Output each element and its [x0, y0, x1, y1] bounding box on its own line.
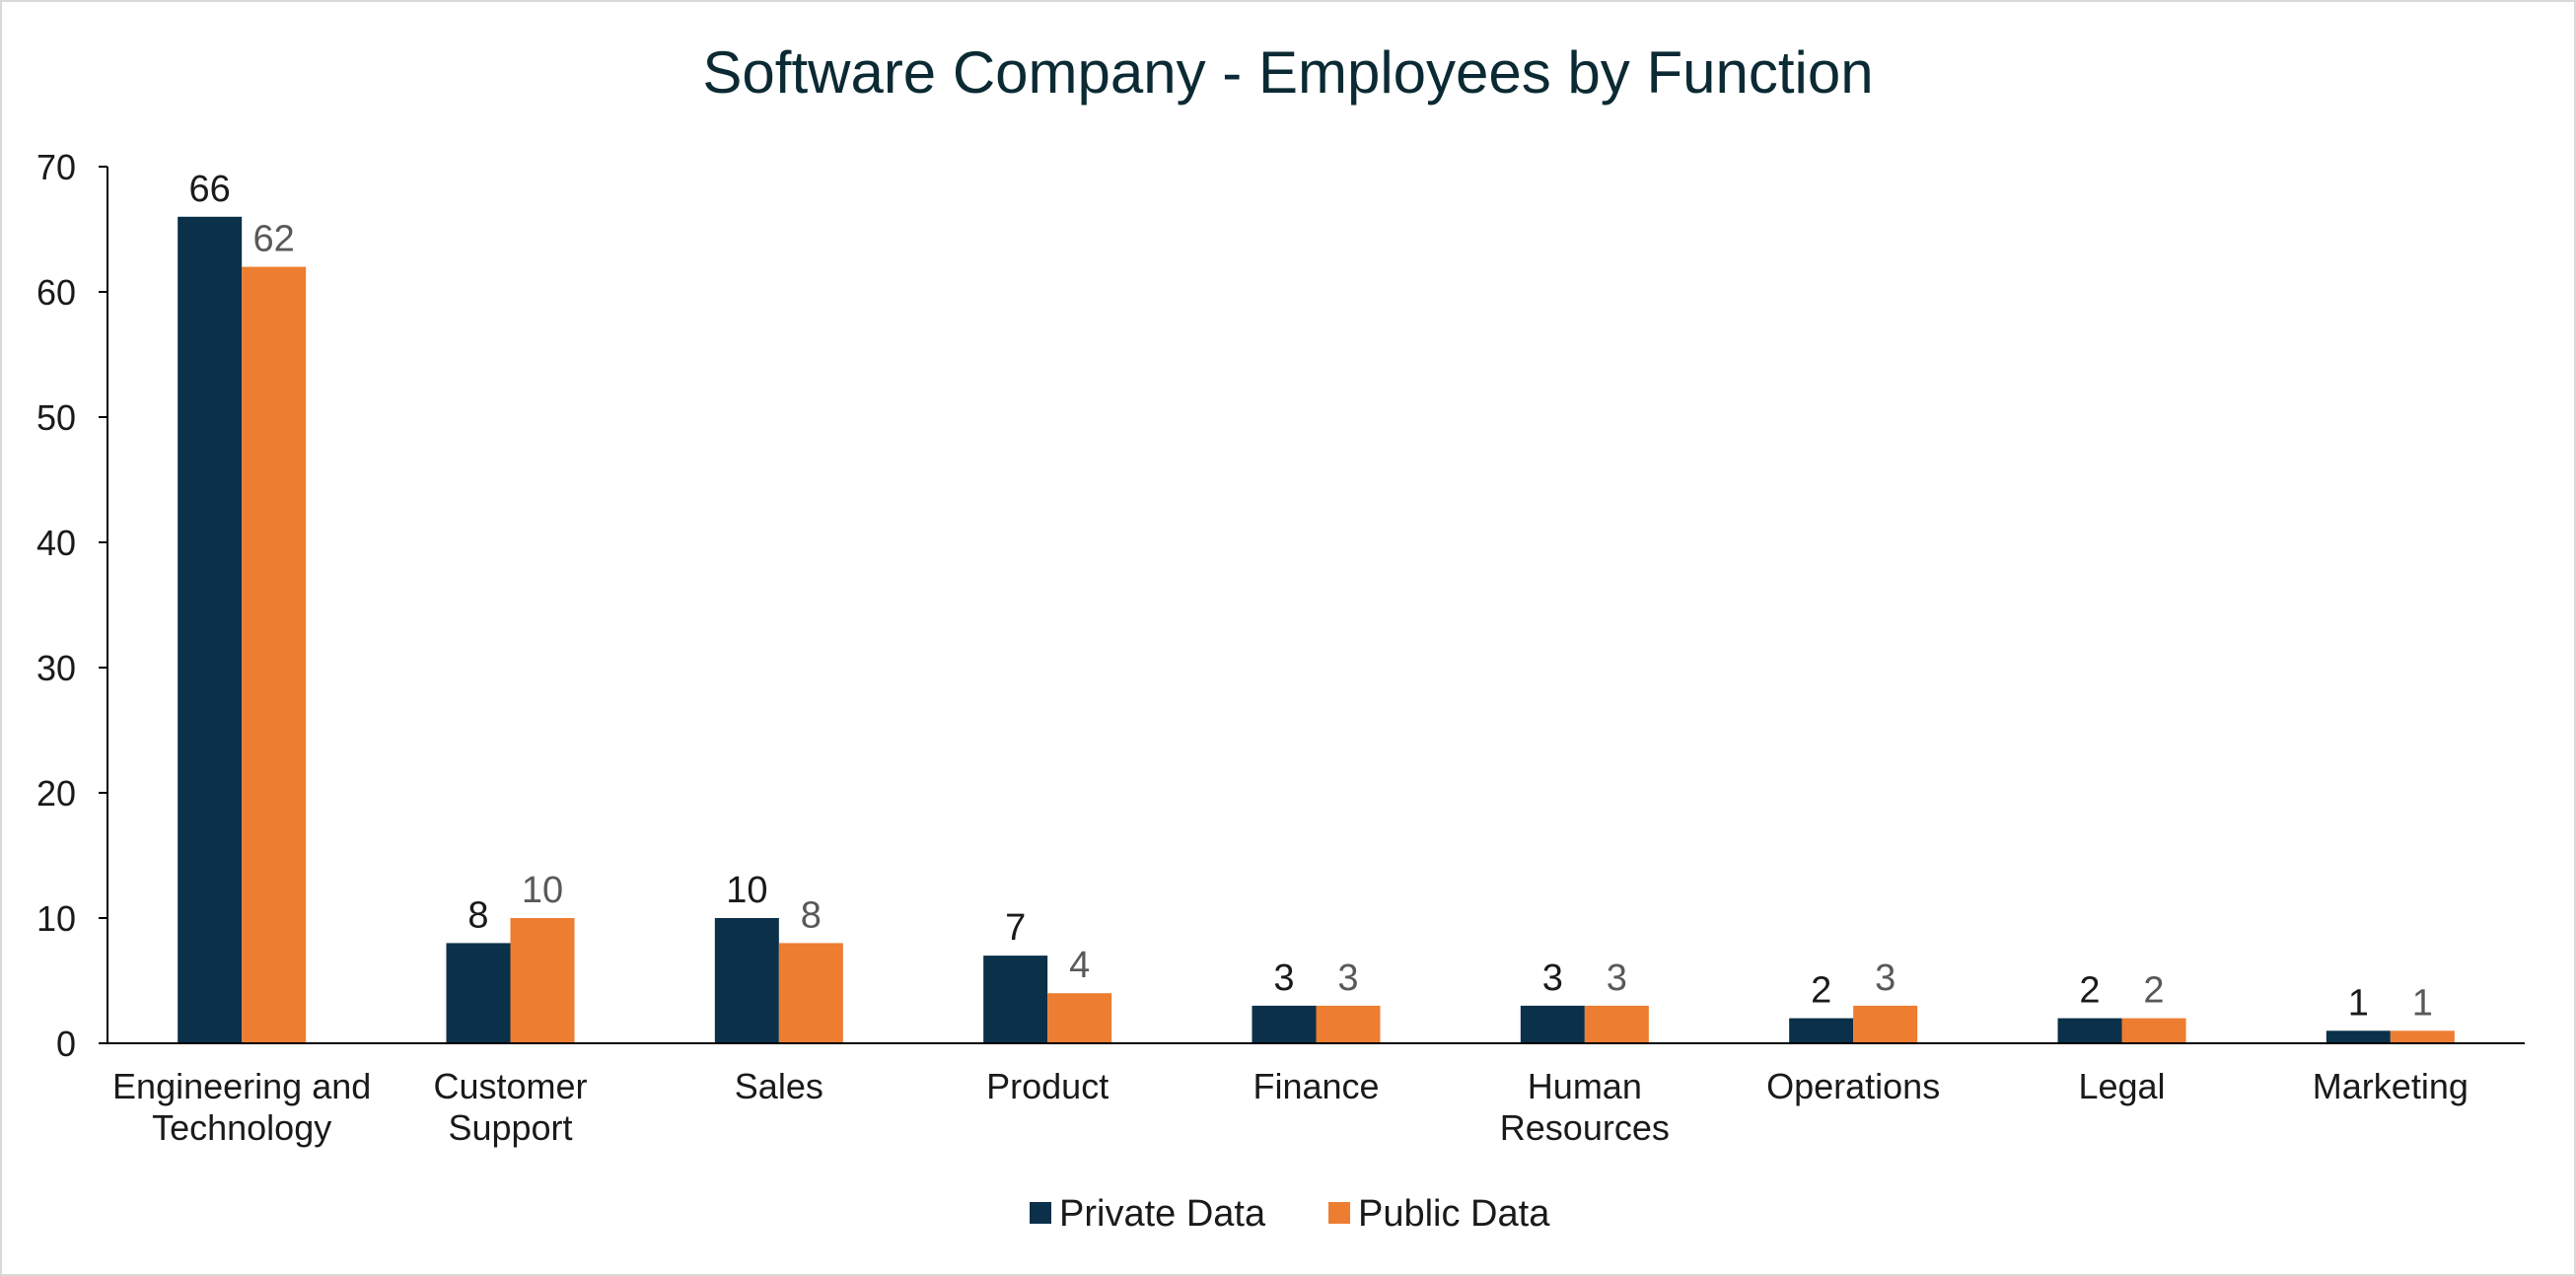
- data-label: 1: [2412, 982, 2433, 1024]
- bar-public: [242, 266, 307, 1044]
- y-tick-label: 60: [36, 272, 76, 313]
- data-label: 1: [2348, 982, 2369, 1024]
- x-tick-label: Product: [986, 1066, 1109, 1106]
- data-label: 8: [467, 894, 488, 936]
- legend: Private Data Public Data: [1030, 1193, 1550, 1235]
- bar-private: [178, 216, 243, 1044]
- data-label: 8: [801, 894, 822, 936]
- x-tick-label: Marketing: [2313, 1066, 2469, 1106]
- data-label: 10: [522, 870, 563, 911]
- data-label: 3: [1607, 957, 1627, 999]
- chart-title: Software Company - Employees by Function: [702, 39, 1873, 106]
- y-tick-label: 40: [36, 523, 76, 563]
- x-tick-label: Human: [1528, 1066, 1642, 1106]
- y-axis: 0 10 20 30 40 50 60 70: [36, 147, 108, 1064]
- y-tick-label: 30: [36, 648, 76, 688]
- data-label: 2: [1811, 970, 1831, 1012]
- legend-swatch: [1328, 1202, 1350, 1224]
- y-tick-label: 70: [36, 147, 76, 187]
- y-tick-label: 20: [36, 773, 76, 814]
- x-tick-label: Engineering and: [112, 1066, 371, 1106]
- data-label: 3: [1542, 957, 1563, 999]
- x-tick-label: Resources: [1500, 1107, 1670, 1148]
- bars: [178, 216, 2455, 1044]
- bar-private: [1520, 1005, 1585, 1043]
- bar-public: [510, 918, 575, 1043]
- x-tick-label: Operations: [1766, 1066, 1940, 1106]
- data-label: 62: [253, 219, 295, 260]
- bar-public: [1047, 993, 1112, 1043]
- x-tick-label: Support: [448, 1107, 572, 1148]
- data-label: 2: [2143, 970, 2164, 1012]
- data-label: 7: [1005, 907, 1026, 949]
- bar-private: [446, 943, 511, 1043]
- data-label: 3: [1273, 957, 1294, 999]
- x-tick-label: Legal: [2078, 1066, 2165, 1106]
- legend-label: Private Data: [1059, 1193, 1266, 1235]
- data-label: 3: [1875, 957, 1896, 999]
- y-tick-label: 50: [36, 397, 76, 438]
- x-tick-label: Finance: [1252, 1066, 1379, 1106]
- bar-public: [1584, 1005, 1649, 1043]
- bar-private: [1789, 1018, 1854, 1043]
- y-tick-label: 10: [36, 898, 76, 939]
- x-tick-label: Customer: [433, 1066, 587, 1106]
- data-labels: 66 8 10 7 3 3 2 2 1 62 10 8 4 3 3 3 2 1: [189, 169, 2433, 1025]
- bar-public: [1316, 1005, 1381, 1043]
- data-label: 10: [726, 870, 767, 911]
- bar-public: [1853, 1005, 1918, 1043]
- bar-public: [2121, 1018, 2186, 1043]
- y-tick-label: 0: [56, 1024, 76, 1064]
- legend-label: Public Data: [1358, 1193, 1550, 1235]
- bar-private: [2057, 1018, 2122, 1043]
- legend-swatch: [1030, 1202, 1051, 1224]
- x-tick-label: Sales: [735, 1066, 823, 1106]
- bar-private: [1252, 1005, 1317, 1043]
- data-label: 2: [2079, 970, 2100, 1012]
- bar-private: [714, 918, 779, 1043]
- bar-private: [2326, 1030, 2391, 1043]
- bar-private: [983, 956, 1048, 1043]
- x-tick-label: Technology: [152, 1107, 331, 1148]
- data-label: 3: [1337, 957, 1358, 999]
- data-label: 66: [189, 169, 231, 210]
- bar-public: [2390, 1030, 2455, 1043]
- data-label: 4: [1069, 945, 1090, 986]
- bar-public: [778, 943, 843, 1043]
